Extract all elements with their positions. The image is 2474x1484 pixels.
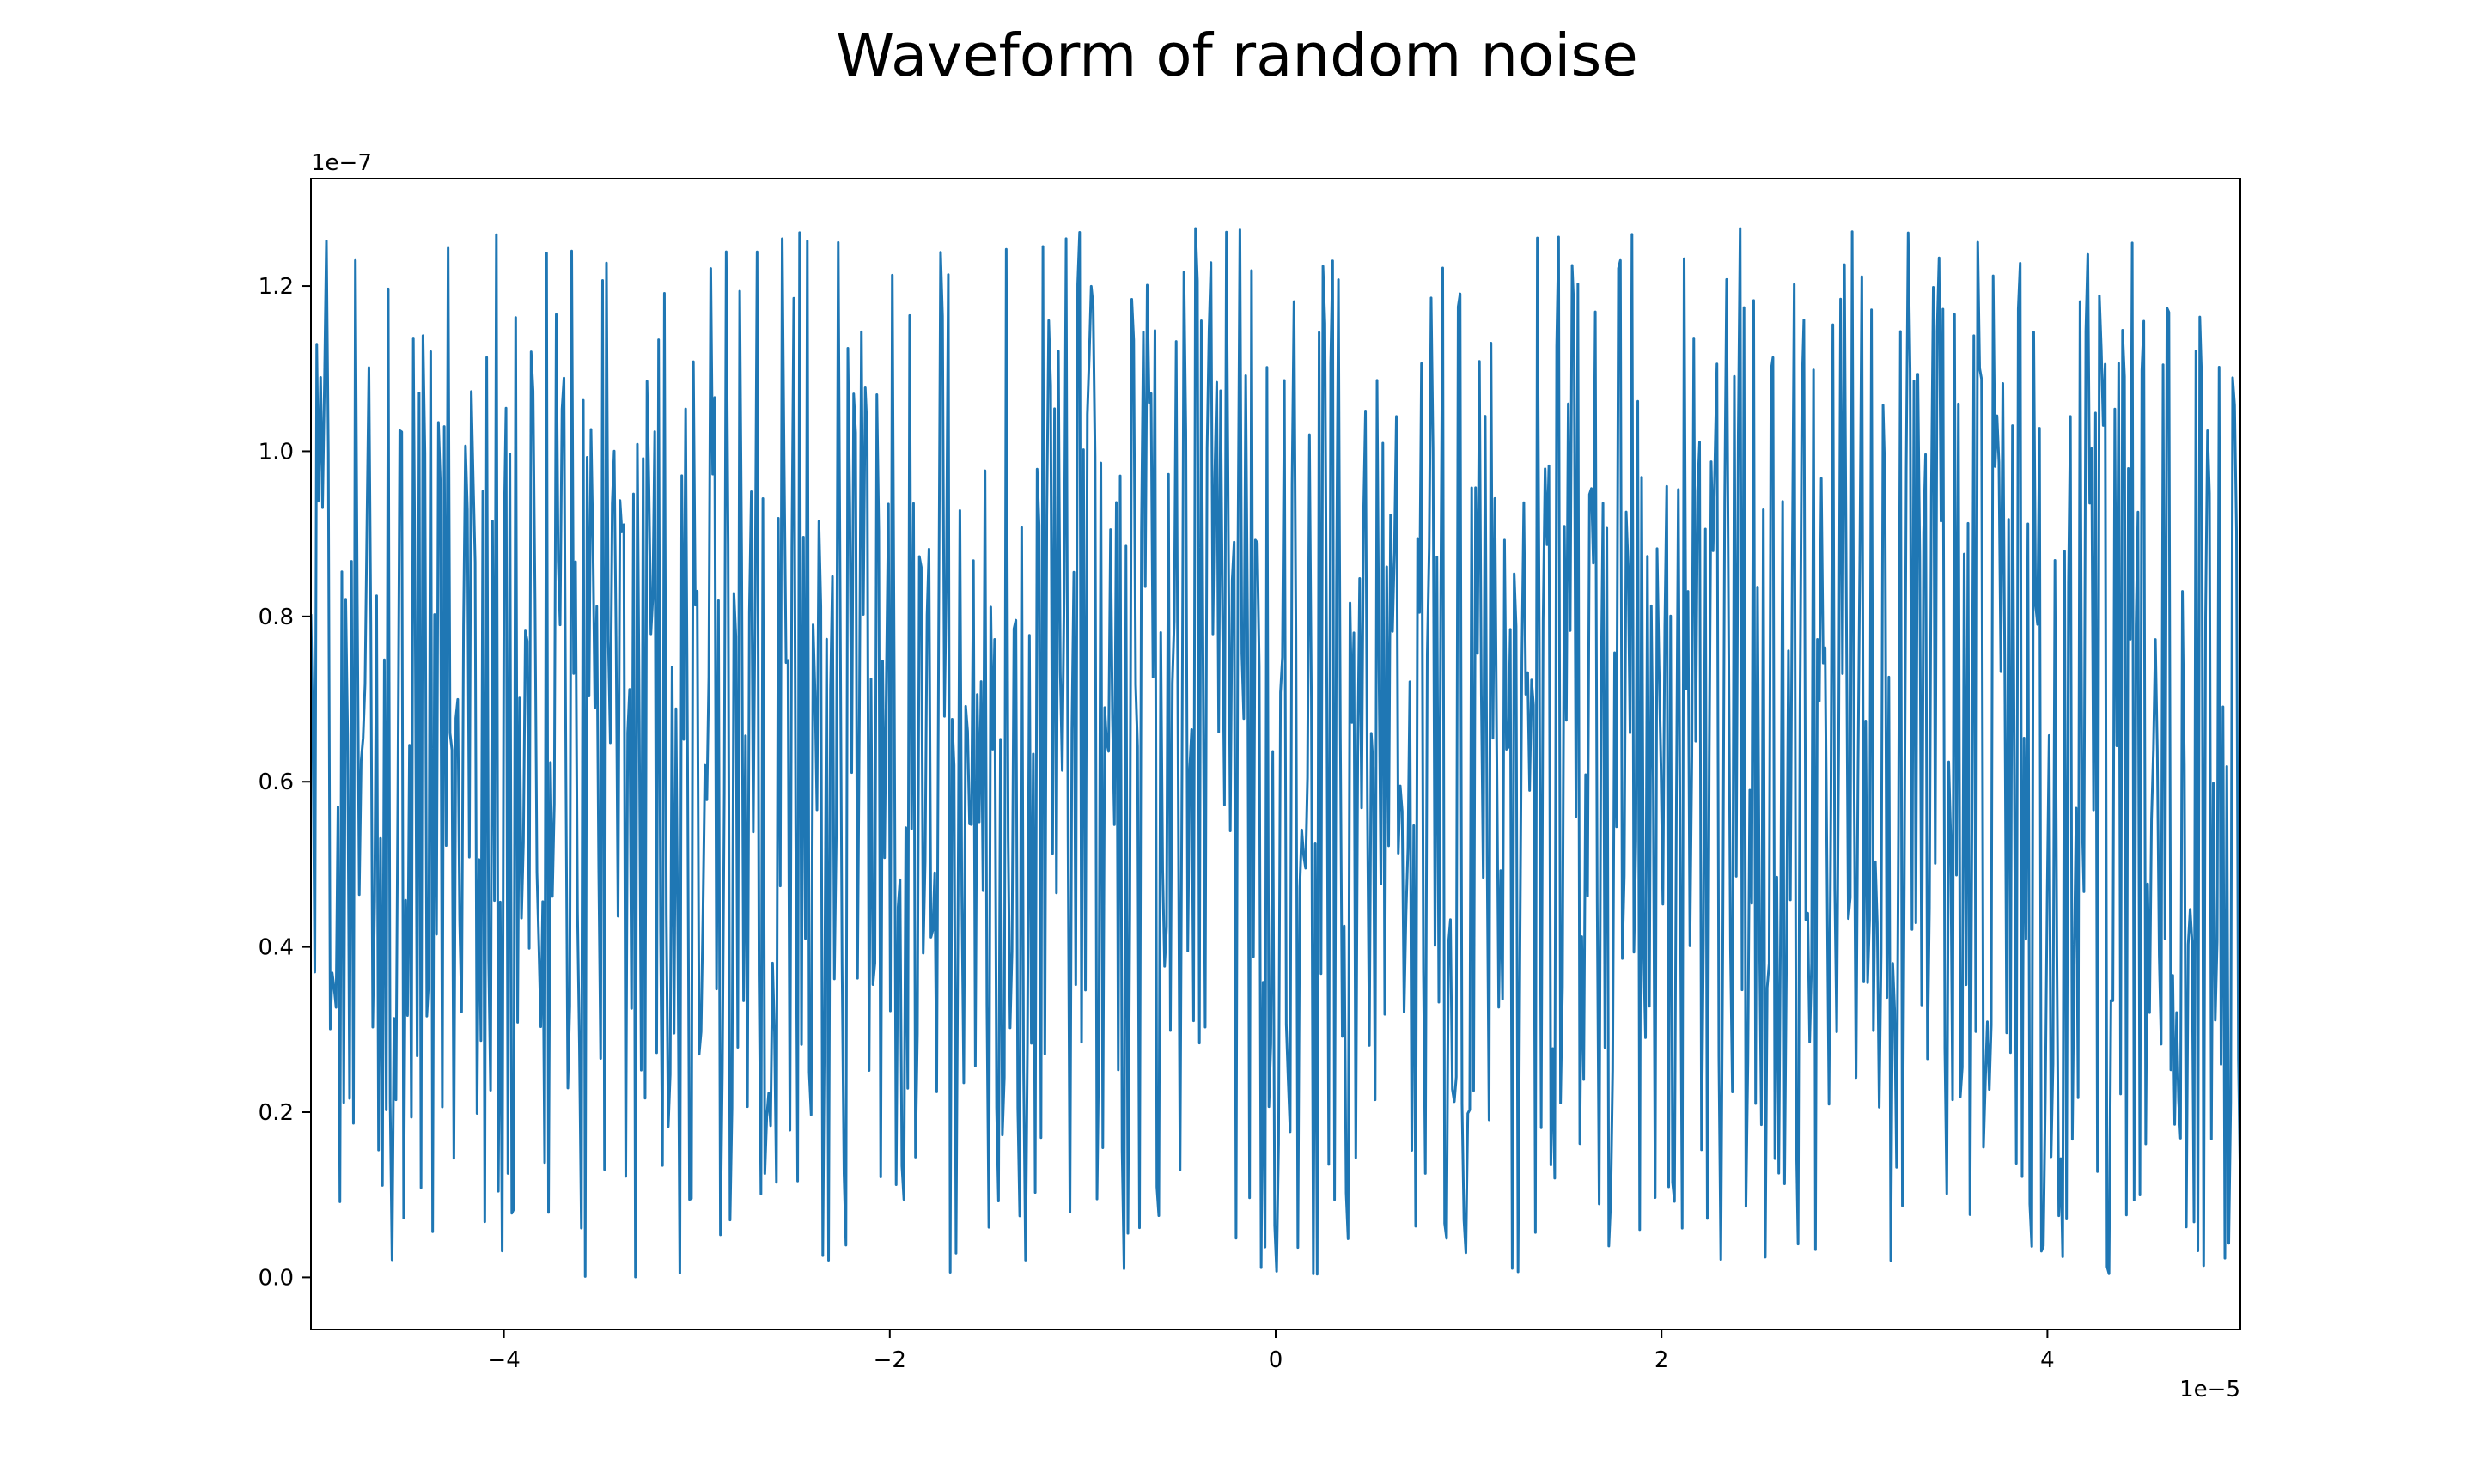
x-tick-label: −2 (874, 1347, 906, 1373)
y-tick-label: 1.0 (259, 439, 294, 465)
y-axis: 0.0 0.2 0.4 0.6 0.8 1.0 1.2 (259, 274, 311, 1291)
y-tick-label: 0.2 (259, 1100, 294, 1126)
y-tick-label: 0.6 (259, 769, 294, 795)
x-axis: −4 −2 0 2 4 (487, 1329, 2055, 1373)
x-tick-label: 2 (1654, 1347, 1669, 1373)
y-tick-label: 1.2 (259, 274, 294, 300)
chart-title: Waveform of random noise (836, 21, 1638, 90)
y-tick-label: 0.8 (259, 605, 294, 630)
x-tick-label: 0 (1269, 1347, 1283, 1373)
y-axis-offset-label: 1e−7 (311, 150, 372, 176)
series-layer (311, 227, 2240, 1279)
y-tick-label: 0.4 (259, 935, 294, 961)
x-tick-label: −4 (487, 1347, 520, 1373)
y-tick-label: 0.0 (259, 1265, 294, 1291)
x-axis-offset-label: 1e−5 (2179, 1377, 2240, 1402)
series-line-0 (311, 227, 2240, 1279)
x-tick-label: 4 (2040, 1347, 2055, 1373)
